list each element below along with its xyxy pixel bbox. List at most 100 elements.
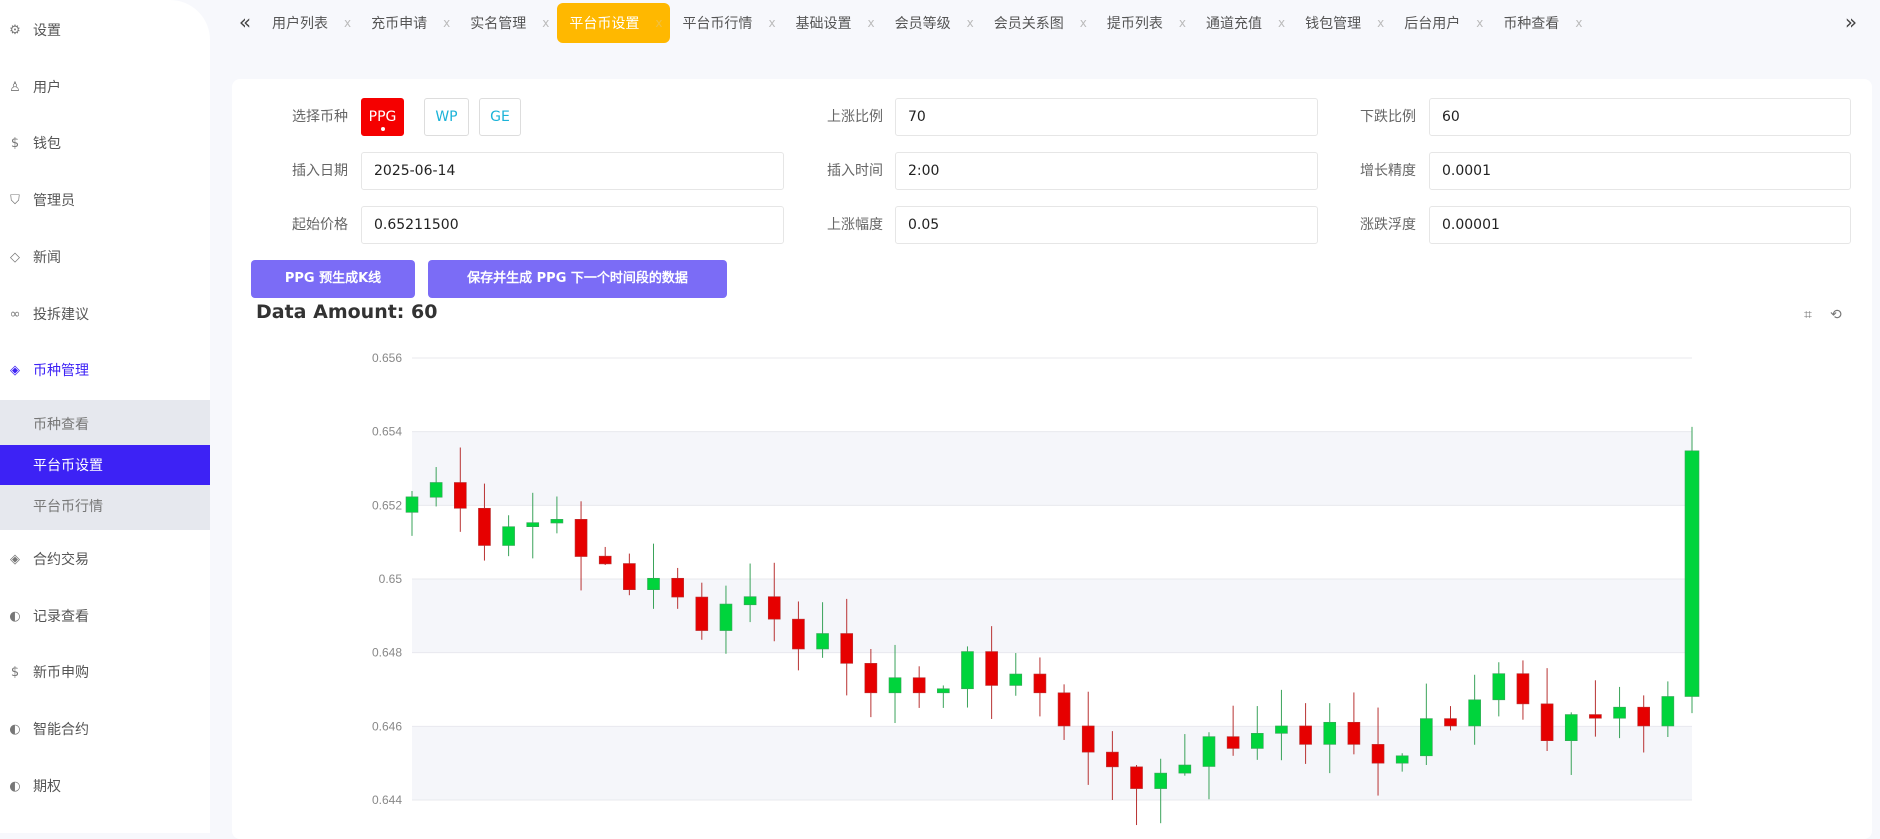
diamond-icon: ◈: [10, 551, 20, 567]
sidebar-item-11[interactable]: ◐ 期权: [0, 766, 210, 806]
coin-label: 选择币种: [292, 109, 348, 125]
tab-10[interactable]: 钱包管理 x: [1293, 3, 1392, 43]
close-icon[interactable]: x: [1277, 16, 1286, 30]
submenu-item-1[interactable]: 平台币设置: [0, 445, 210, 485]
link-icon: ∞: [9, 306, 21, 322]
start-price-input[interactable]: 0.65211500: [361, 206, 784, 244]
tabs-next-icon[interactable]: »: [1844, 10, 1858, 34]
tab-6[interactable]: 会员等级 x: [883, 3, 982, 43]
tab-0[interactable]: 用户列表 x: [260, 3, 359, 43]
tab-8[interactable]: 提币列表 x: [1095, 3, 1194, 43]
tab-label: 平台币设置: [569, 16, 640, 32]
sidebar-item-2[interactable]: $ 钱包: [0, 123, 210, 163]
sidebar-item-label: 记录查看: [33, 609, 89, 625]
date-label: 插入日期: [292, 163, 348, 179]
rise-ratio-input[interactable]: 70: [895, 98, 1318, 136]
tab-5[interactable]: 基础设置 x: [784, 3, 883, 43]
sidebar-item-5[interactable]: ∞ 投拆建议: [0, 294, 210, 334]
precision-input[interactable]: 0.0001: [1429, 152, 1851, 190]
sidebar-item-3[interactable]: ⛉ 管理员: [0, 180, 210, 220]
close-icon[interactable]: x: [1575, 16, 1583, 30]
sidebar-item-6[interactable]: ◈ 币种管理: [0, 350, 210, 390]
record-icon: ◐: [9, 608, 21, 624]
float-input[interactable]: 0.00001: [1429, 206, 1851, 244]
tab-label: 平台币行情: [682, 16, 753, 32]
zoom-select-icon[interactable]: ⌗: [1804, 307, 1812, 323]
tag-icon: ◇: [10, 249, 20, 265]
tab-label: 会员关系图: [993, 16, 1064, 32]
close-icon[interactable]: x: [867, 16, 875, 30]
tab-label: 提币列表: [1106, 16, 1163, 32]
main-card: 选择币种 PPG WP GE 上涨比例 70 下跌比例 60 插入日期 2025…: [232, 79, 1872, 839]
tab-label: 充币申请: [371, 16, 428, 32]
close-icon[interactable]: x: [443, 16, 451, 30]
sidebar-item-8[interactable]: ◐ 记录查看: [0, 596, 210, 636]
close-icon[interactable]: x: [966, 16, 974, 30]
close-icon[interactable]: x: [542, 16, 550, 30]
tab-12[interactable]: 币种查看 x: [1491, 3, 1590, 43]
rise-range-label: 上涨幅度: [827, 217, 883, 233]
sidebar-item-label: 智能合约: [33, 722, 89, 738]
sidebar-item-label: 用户: [33, 80, 61, 96]
sidebar-item-9[interactable]: $ 新币申购: [0, 652, 210, 692]
submenu-item-2[interactable]: 平台币行情: [33, 499, 103, 515]
sidebar-item-label: 投拆建议: [33, 307, 89, 323]
sidebar-item-label: 新闻: [33, 250, 61, 266]
submenu-coin-management: 币种查看平台币设置平台币行情: [0, 400, 210, 530]
tab-3[interactable]: 平台币设置 x: [557, 3, 671, 43]
close-icon[interactable]: x: [655, 16, 663, 30]
tab-label: 币种查看: [1503, 16, 1560, 32]
user-icon: ♙: [9, 79, 21, 95]
tab-label: 通道充值: [1205, 16, 1262, 32]
fall-ratio-input[interactable]: 60: [1429, 98, 1851, 136]
close-icon[interactable]: x: [1178, 16, 1186, 30]
gear-icon: ⚙: [9, 22, 21, 38]
tabs-prev-icon[interactable]: «: [238, 10, 252, 34]
diamond-icon: ◈: [10, 362, 20, 378]
sidebar-item-1[interactable]: ♙ 用户: [0, 67, 210, 107]
tab-label: 基础设置: [795, 16, 852, 32]
zoom-reset-icon[interactable]: ⟲: [1830, 307, 1842, 323]
tab-9[interactable]: 通道充值 x: [1194, 3, 1293, 43]
coin-ge-button[interactable]: GE: [479, 98, 521, 136]
tab-label: 会员等级: [894, 16, 951, 32]
submenu-item-0[interactable]: 币种查看: [33, 417, 89, 433]
sidebar-item-label: 设置: [33, 23, 61, 39]
sidebar-item-4[interactable]: ◇ 新闻: [0, 237, 210, 277]
coin-wp-button[interactable]: WP: [424, 98, 469, 136]
date-input[interactable]: 2025-06-14: [361, 152, 784, 190]
tab-label: 钱包管理: [1305, 16, 1362, 32]
time-input[interactable]: 2:00: [895, 152, 1318, 190]
fall-ratio-label: 下跌比例: [1360, 109, 1416, 125]
sidebar-item-0[interactable]: ⚙ 设置: [0, 10, 210, 50]
tab-4[interactable]: 平台币行情 x: [670, 3, 783, 43]
start-price-label: 起始价格: [292, 217, 348, 233]
precision-label: 增长精度: [1360, 163, 1416, 179]
tab-2[interactable]: 实名管理 x: [458, 3, 557, 43]
close-icon[interactable]: x: [1476, 16, 1484, 30]
tab-1[interactable]: 充币申请 x: [359, 3, 458, 43]
close-icon[interactable]: x: [1377, 16, 1385, 30]
save-generate-button[interactable]: 保存并生成 PPG 下一个时间段的数据: [428, 260, 727, 298]
tab-7[interactable]: 会员关系图 x: [982, 3, 1095, 43]
pregen-kline-button[interactable]: PPG 预生成K线: [251, 260, 415, 298]
sidebar-item-label: 期权: [33, 779, 61, 795]
tab-bar: «用户列表 x 充币申请 x 实名管理 x 平台币设置 x 平台币行情 x 基础设置 x 会员等级 x 会员…: [230, 0, 1880, 44]
rise-ratio-label: 上涨比例: [827, 109, 883, 125]
tab-label: 实名管理: [470, 16, 527, 32]
tab-11[interactable]: 后台用户 x: [1392, 3, 1491, 43]
sidebar-item-label: 新币申购: [33, 665, 89, 681]
sidebar-item-label: 管理员: [33, 193, 75, 209]
rise-range-input[interactable]: 0.05: [895, 206, 1318, 244]
dollar-icon: $: [10, 664, 20, 680]
coin-ppg-button[interactable]: PPG: [361, 98, 404, 136]
sidebar-item-label: 合约交易: [33, 552, 89, 568]
close-icon[interactable]: x: [1079, 16, 1087, 30]
close-icon[interactable]: x: [344, 16, 352, 30]
close-icon[interactable]: x: [768, 16, 776, 30]
tab-label: 用户列表: [272, 16, 328, 32]
float-label: 涨跌浮度: [1360, 217, 1416, 233]
sidebar-item-10[interactable]: ◐ 智能合约: [0, 709, 210, 749]
sidebar-item-7[interactable]: ◈ 合约交易: [0, 539, 210, 579]
sidebar-item-label: 币种管理: [33, 363, 89, 379]
